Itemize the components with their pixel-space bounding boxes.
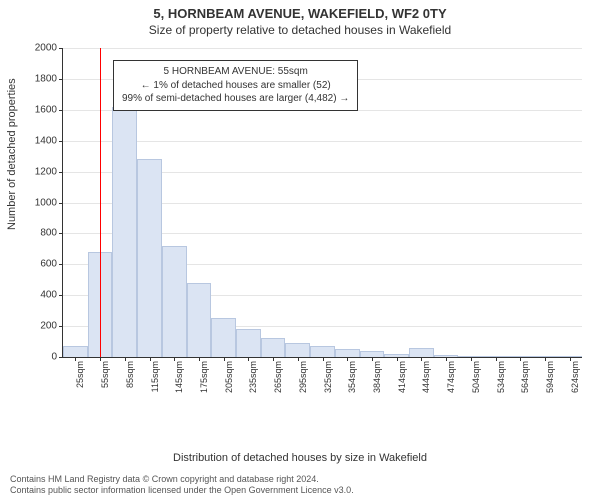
x-tick-label: 85sqm [125, 361, 135, 388]
x-tick-label: 145sqm [174, 361, 184, 393]
property-marker-line [100, 48, 101, 357]
y-tick-label: 800 [40, 228, 57, 239]
y-tick-label: 1800 [35, 73, 57, 84]
histogram-bar [137, 159, 162, 357]
x-tick-label: 55sqm [100, 361, 110, 388]
x-tick-label: 384sqm [372, 361, 382, 393]
histogram-bar [211, 318, 236, 357]
histogram-bar [310, 346, 335, 357]
footer-attribution: Contains HM Land Registry data © Crown c… [10, 474, 354, 497]
x-tick-label: 205sqm [224, 361, 234, 393]
y-tick-mark [59, 264, 63, 265]
grid-line [63, 48, 582, 49]
x-tick-label: 265sqm [273, 361, 283, 393]
x-tick-label: 175sqm [199, 361, 209, 393]
y-tick-label: 1600 [35, 104, 57, 115]
annotation-line: ← 1% of detached houses are smaller (52) [122, 79, 349, 93]
x-tick-label: 115sqm [150, 361, 160, 392]
y-tick-mark [59, 172, 63, 173]
histogram-bar [112, 107, 137, 357]
y-tick-label: 1400 [35, 135, 57, 146]
y-tick-label: 2000 [35, 43, 57, 54]
annotation-line: 99% of semi-detached houses are larger (… [122, 92, 349, 106]
y-tick-mark [59, 110, 63, 111]
y-tick-label: 200 [40, 321, 57, 332]
y-tick-mark [59, 203, 63, 204]
y-tick-label: 600 [40, 259, 57, 270]
histogram-bar [187, 283, 212, 357]
x-tick-label: 295sqm [298, 361, 308, 393]
histogram-bar [261, 338, 286, 357]
x-tick-label: 25sqm [75, 361, 85, 388]
x-tick-label: 474sqm [446, 361, 456, 393]
x-tick-label: 354sqm [347, 361, 357, 393]
histogram-bar [409, 348, 434, 357]
figure-title-line1: 5, HORNBEAM AVENUE, WAKEFIELD, WF2 0TY [0, 0, 600, 21]
x-tick-label: 564sqm [520, 361, 530, 393]
y-tick-mark [59, 79, 63, 80]
y-axis-label: Number of detached properties [6, 78, 18, 230]
x-axis-label: Distribution of detached houses by size … [0, 452, 600, 464]
histogram-bar [63, 346, 88, 357]
x-tick-label: 325sqm [323, 361, 333, 393]
grid-line [63, 141, 582, 142]
footer-line1: Contains HM Land Registry data © Crown c… [10, 474, 354, 485]
x-tick-label: 414sqm [397, 361, 407, 393]
histogram-bar [335, 349, 360, 357]
figure-container: 5, HORNBEAM AVENUE, WAKEFIELD, WF2 0TY S… [0, 0, 600, 500]
y-tick-mark [59, 326, 63, 327]
x-tick-label: 624sqm [570, 361, 580, 393]
y-tick-mark [59, 141, 63, 142]
chart-area: 020040060080010001200140016001800200025s… [62, 48, 582, 418]
x-tick-label: 444sqm [421, 361, 431, 393]
y-tick-mark [59, 295, 63, 296]
y-tick-label: 0 [51, 352, 57, 363]
y-tick-mark [59, 233, 63, 234]
histogram-bar [285, 343, 310, 357]
plot-region: 020040060080010001200140016001800200025s… [62, 48, 582, 358]
figure-title-line2: Size of property relative to detached ho… [0, 21, 600, 37]
histogram-bar [162, 246, 187, 357]
y-tick-label: 1200 [35, 166, 57, 177]
y-tick-mark [59, 48, 63, 49]
x-tick-label: 594sqm [545, 361, 555, 393]
x-tick-label: 504sqm [471, 361, 481, 393]
histogram-bar [236, 329, 261, 357]
y-tick-label: 1000 [35, 197, 57, 208]
x-tick-label: 534sqm [496, 361, 506, 393]
footer-line2: Contains public sector information licen… [10, 485, 354, 496]
x-tick-label: 235sqm [248, 361, 258, 393]
annotation-line: 5 HORNBEAM AVENUE: 55sqm [122, 65, 349, 79]
y-tick-label: 400 [40, 290, 57, 301]
y-tick-mark [59, 357, 63, 358]
annotation-box: 5 HORNBEAM AVENUE: 55sqm← 1% of detached… [113, 60, 358, 111]
